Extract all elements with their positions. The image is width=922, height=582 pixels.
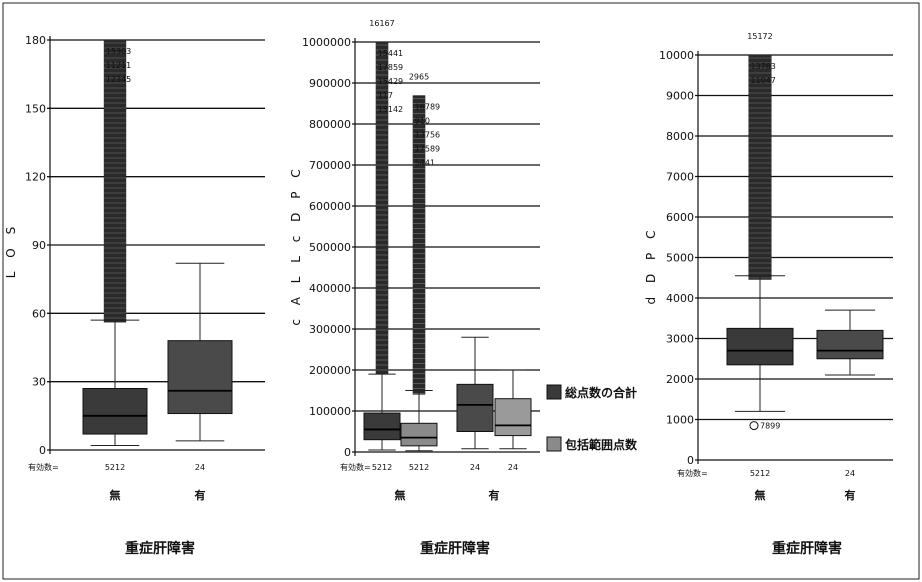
n-row-label: 有効数= [28, 462, 59, 472]
y-axis-label: c A L L c D P C [289, 164, 303, 325]
box-body [816, 329, 884, 360]
y-tick-label: 1000 [666, 414, 694, 427]
outlier-label: 5441 [415, 158, 435, 167]
outlier-label: 11211 [106, 61, 131, 70]
chart-title: 重症肝障害 [772, 540, 842, 557]
chart-title: 重症肝障害 [125, 540, 195, 557]
y-tick-label: 3000 [666, 333, 694, 346]
outlier-label: 15441 [378, 49, 403, 58]
outlier-label: 15303 [106, 47, 131, 56]
y-tick-label: 180 [25, 34, 46, 47]
call-cdpc-boxplot-chart: 0 100000 200000 300000 400000 500000 600000 700… [289, 19, 638, 557]
y-tick-label: 8000 [666, 130, 694, 143]
y-tick-label: 100000 [309, 405, 351, 418]
y-tick-label: 6000 [666, 211, 694, 224]
outlier-label: 910 [415, 116, 430, 125]
box-body [167, 340, 233, 415]
y-tick-label: 150 [25, 102, 46, 115]
y-tick-label: 5000 [666, 252, 694, 265]
legend-swatch [546, 436, 562, 452]
y-tick-label: 600000 [309, 200, 351, 213]
y-tick-label: 200000 [309, 364, 351, 377]
category-label: 無 [755, 488, 766, 502]
box-body [82, 388, 148, 435]
outlier-band [103, 40, 127, 323]
category-label: 有 [845, 488, 856, 502]
outlier-label: 12345 [106, 75, 131, 84]
y-tick-label: 400000 [309, 282, 351, 295]
y-tick-label: 0 [687, 454, 694, 467]
y-tick-label: 7000 [666, 171, 694, 184]
y-tick-label: 90 [32, 239, 46, 252]
category-label: 有 [195, 488, 206, 502]
y-tick-label: 10000 [659, 49, 694, 62]
n-value: 24 [195, 463, 205, 472]
outlier-label: 17589 [415, 144, 440, 153]
outlier-label: 117 [378, 91, 393, 100]
box-body [726, 327, 794, 366]
outlier-band [748, 55, 772, 280]
chart-title: 重症肝障害 [420, 540, 490, 557]
low-outlier-label: 7899 [760, 422, 780, 431]
outlier-top-label: 15172 [747, 32, 772, 41]
n-row-label: 有効数= [677, 468, 708, 478]
y-tick-label: 0 [344, 446, 351, 459]
y-tick-label: 2000 [666, 373, 694, 386]
n-value: 24 [508, 463, 518, 472]
category-label: 無 [395, 488, 406, 502]
y-tick-label: 30 [32, 376, 46, 389]
n-value: 5212 [372, 463, 392, 472]
y-tick-label: 800000 [309, 118, 351, 131]
n-value: 24 [470, 463, 480, 472]
outlier-label: 15142 [378, 105, 403, 114]
box-body [363, 412, 401, 441]
outlier-label: 13783 [750, 62, 775, 71]
y-tick-label: 500000 [309, 241, 351, 254]
n-value: 5212 [409, 463, 429, 472]
ddpc-boxplot-chart: 0 1000 2000 3000 4000 5000 6000 7000 8000 9000 100… [644, 32, 893, 557]
y-tick-label: 0 [39, 444, 46, 457]
outlier-label: 15429 [378, 77, 403, 86]
n-value: 5212 [750, 469, 770, 478]
n-row-label: 有効数= [340, 462, 371, 472]
outlier-label: 17859 [378, 63, 403, 72]
box-body [456, 383, 494, 433]
y-tick-label: 120 [25, 171, 46, 184]
y-tick-label: 700000 [309, 159, 351, 172]
outlier-label: 16789 [415, 102, 440, 111]
legend-swatch [546, 384, 562, 400]
category-label: 無 [110, 488, 121, 502]
y-tick-label: 9000 [666, 90, 694, 103]
legend-label: 総点数の合計 [565, 385, 637, 400]
y-tick-label: 300000 [309, 323, 351, 336]
n-value: 24 [845, 469, 855, 478]
los-boxplot-chart: 0 30 60 90 120 150 180 L O S 15303 11211 12345 5212… [4, 34, 265, 557]
y-tick-label: 1000000 [302, 36, 351, 49]
outlier-top-label: 16167 [369, 19, 394, 28]
box-body [400, 422, 438, 447]
legend-label: 包括範囲点数 [564, 437, 638, 452]
category-label: 有 [489, 488, 500, 502]
outlier-band [412, 95, 426, 395]
y-tick-label: 900000 [309, 77, 351, 90]
outlier-label: 11047 [750, 76, 775, 85]
outlier-label: 13756 [415, 130, 440, 139]
y-axis-label: L O S [4, 222, 18, 278]
y-tick-label: 4000 [666, 292, 694, 305]
box-body [494, 398, 532, 437]
low-outlier-marker [749, 421, 759, 431]
y-tick-label: 60 [32, 307, 46, 320]
n-value: 5212 [105, 463, 125, 472]
outlier-top-label: 2965 [409, 72, 429, 81]
y-axis-label: d D P C [644, 226, 658, 305]
